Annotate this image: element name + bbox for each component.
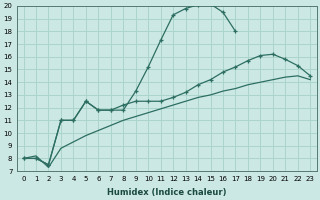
X-axis label: Humidex (Indice chaleur): Humidex (Indice chaleur) (107, 188, 227, 197)
